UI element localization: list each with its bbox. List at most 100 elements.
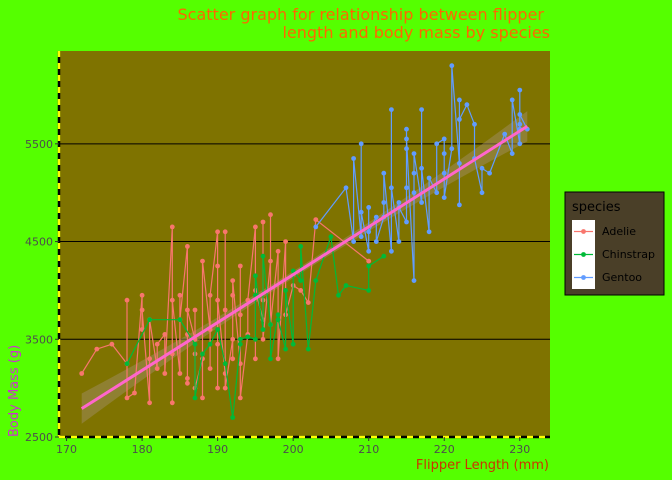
point-adelie-67	[268, 212, 273, 218]
legend-item-chinstrap: Chinstrap	[572, 243, 655, 266]
point-chinstrap-26	[298, 278, 304, 283]
point-chinstrap-22	[283, 346, 288, 352]
point-chinstrap-13	[253, 336, 258, 342]
point-chinstrap-1	[147, 317, 153, 323]
point-adelie-1	[94, 346, 100, 352]
point-adelie-48	[222, 385, 228, 391]
point-adelie-76	[313, 217, 319, 223]
point-chinstrap-16	[260, 327, 266, 332]
point-adelie-53	[237, 361, 243, 367]
point-adelie-6	[132, 390, 137, 396]
point-gentoo-34	[426, 175, 432, 181]
point-chinstrap-33	[366, 288, 372, 293]
point-adelie-5	[124, 395, 130, 401]
point-gentoo-8	[366, 205, 372, 210]
point-gentoo-48	[472, 121, 477, 127]
y-tick-label-0: 2500	[25, 431, 53, 444]
point-adelie-24	[185, 244, 190, 249]
point-adelie-75	[305, 300, 311, 305]
point-gentoo-28	[411, 170, 417, 176]
legend-label-chinstrap: Chinstrap	[602, 248, 655, 261]
point-gentoo-29	[411, 151, 417, 157]
legend-key-point	[581, 252, 586, 257]
point-gentoo-27	[411, 190, 417, 196]
point-adelie-39	[207, 292, 213, 298]
legend-item-adelie: Adelie	[572, 220, 636, 243]
point-gentoo-44	[457, 97, 462, 103]
x-tick-label-0: 170	[56, 443, 77, 456]
point-adelie-69	[275, 248, 281, 254]
point-adelie-22	[177, 292, 183, 298]
point-gentoo-3	[351, 156, 356, 161]
point-gentoo-14	[381, 170, 387, 176]
point-chinstrap-28	[305, 346, 311, 352]
point-gentoo-7	[366, 248, 372, 254]
point-gentoo-16	[389, 107, 394, 112]
regression-line	[80, 124, 529, 410]
legend-title: species	[572, 200, 621, 215]
point-gentoo-13	[381, 200, 387, 205]
point-adelie-65	[260, 336, 266, 342]
point-chinstrap-7	[215, 327, 221, 332]
point-adelie-13	[154, 366, 160, 371]
point-gentoo-26	[411, 278, 417, 283]
point-chinstrap-20	[275, 312, 281, 318]
point-adelie-70	[275, 356, 281, 362]
x-tick-label-5: 220	[434, 443, 455, 456]
point-chinstrap-2	[177, 317, 183, 323]
point-adelie-38	[207, 366, 213, 371]
point-gentoo-40	[441, 195, 447, 201]
point-gentoo-32	[419, 165, 424, 171]
x-tick-label-6: 230	[509, 443, 530, 456]
y-tick-label-1: 3500	[25, 333, 53, 346]
point-gentoo-24	[404, 185, 409, 191]
point-gentoo-4	[358, 234, 364, 240]
point-chinstrap-31	[336, 292, 341, 298]
point-gentoo-47	[464, 102, 470, 108]
point-adelie-28	[185, 307, 190, 313]
point-adelie-44	[215, 297, 221, 303]
point-gentoo-53	[502, 131, 508, 137]
point-chinstrap-34	[366, 263, 372, 269]
point-gentoo-52	[487, 170, 492, 176]
point-adelie-41	[215, 263, 221, 269]
legend-label-adelie: Adelie	[602, 225, 636, 238]
axes	[57, 51, 550, 439]
point-gentoo-22	[404, 126, 409, 132]
point-gentoo-31	[419, 107, 424, 112]
point-adelie-50	[230, 292, 236, 298]
point-adelie-0	[79, 371, 85, 376]
point-gentoo-2	[351, 239, 356, 245]
point-gentoo-57	[517, 121, 523, 127]
point-adelie-10	[147, 400, 153, 406]
point-adelie-54	[237, 263, 243, 269]
point-adelie-4	[124, 297, 130, 303]
point-adelie-52	[230, 278, 236, 283]
point-adelie-34	[200, 395, 205, 401]
y-tick-label-3: 5500	[25, 138, 53, 151]
point-chinstrap-3	[192, 341, 198, 347]
point-adelie-36	[200, 258, 205, 264]
point-chinstrap-29	[313, 278, 319, 283]
point-adelie-43	[215, 341, 221, 347]
x-tick-label-1: 180	[132, 443, 153, 456]
point-adelie-42	[215, 385, 221, 391]
point-adelie-66	[268, 258, 273, 264]
point-adelie-20	[169, 297, 175, 303]
series-chinstrap	[124, 234, 387, 420]
point-chinstrap-35	[381, 253, 387, 259]
legend-key-point	[581, 229, 586, 234]
point-gentoo-23	[404, 146, 409, 152]
point-adelie-17	[169, 224, 175, 230]
point-adelie-47	[222, 229, 228, 235]
point-gentoo-36	[434, 141, 440, 147]
point-chinstrap-19	[268, 356, 273, 362]
point-gentoo-50	[479, 190, 485, 196]
point-gentoo-39	[441, 170, 447, 176]
point-chinstrap-32	[343, 283, 349, 288]
point-gentoo-5	[358, 141, 364, 147]
point-adelie-49	[230, 336, 236, 342]
point-gentoo-54	[509, 151, 515, 157]
point-gentoo-51	[479, 165, 485, 171]
y-tick-label-2: 4500	[25, 236, 53, 249]
